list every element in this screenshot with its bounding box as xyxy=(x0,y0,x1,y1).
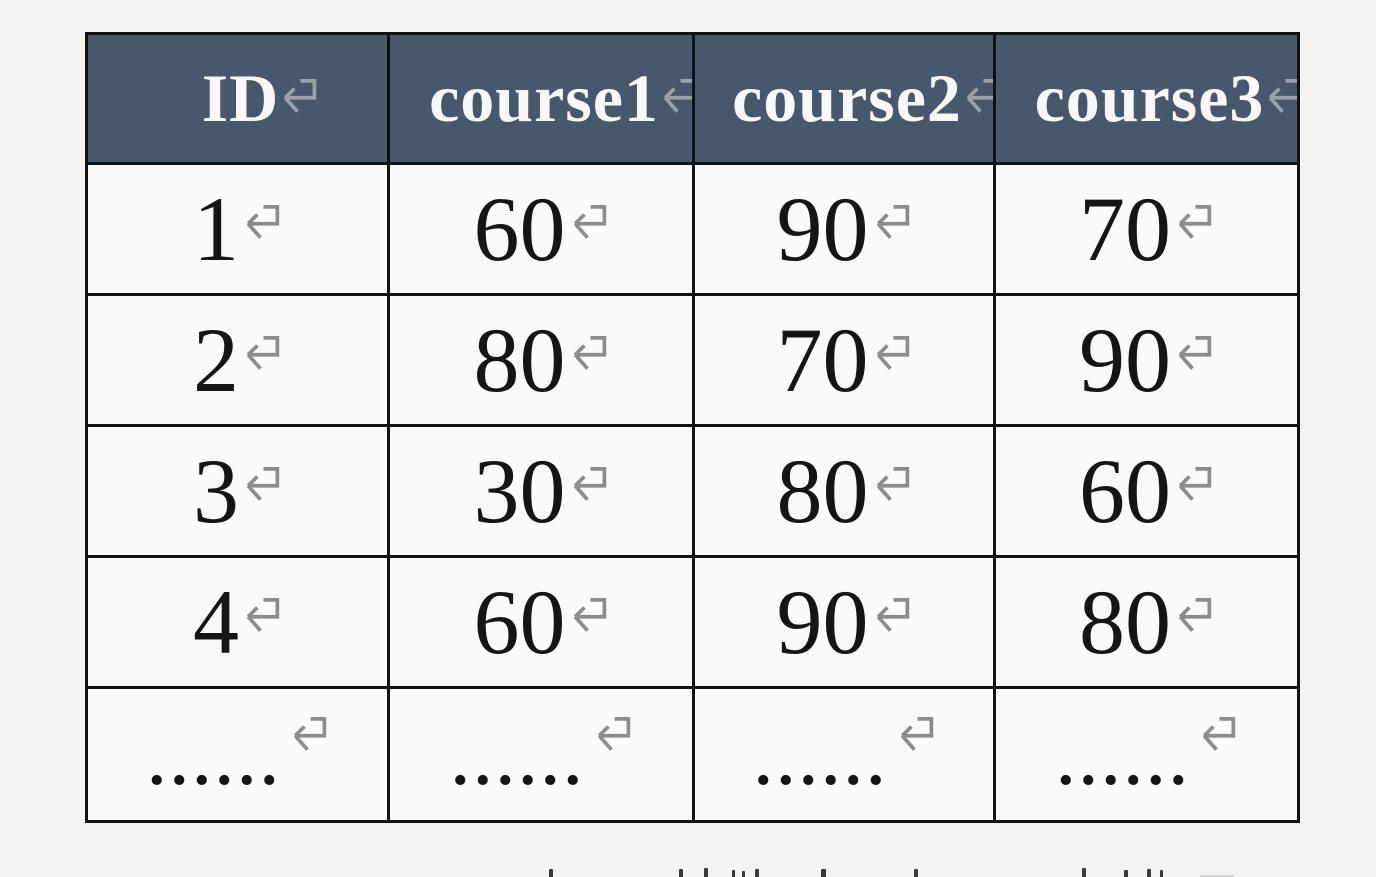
line-break-icon xyxy=(246,205,280,239)
table-cell: 90 xyxy=(692,555,996,689)
line-break-icon xyxy=(1178,205,1212,239)
cell-value: 2 xyxy=(193,309,239,411)
table-row: ........................ xyxy=(85,686,1300,823)
table-cell: 80 xyxy=(993,555,1300,689)
clipped-character-tip xyxy=(704,868,708,877)
cell-value: 30 xyxy=(473,440,566,542)
table-row: 3 30 80 60 xyxy=(85,424,1300,558)
line-break-icon xyxy=(1178,598,1212,632)
scores-table: ID course1 course2 course3 1 60 90 70 2 80 70 90 3 3… xyxy=(85,32,1300,823)
line-break-icon xyxy=(1269,78,1296,113)
cell-value: 70 xyxy=(776,309,869,411)
cell-value: 3 xyxy=(193,440,239,542)
table-cell: 70 xyxy=(692,293,996,427)
line-break-icon xyxy=(1178,336,1212,370)
clipped-character-tip xyxy=(914,869,918,877)
clipped-character-tip xyxy=(755,869,759,877)
table-cell: 70 xyxy=(993,162,1300,296)
clipped-character-tip xyxy=(679,869,683,877)
line-break-icon xyxy=(663,78,691,113)
cell-value: ...... xyxy=(146,706,281,803)
clipped-character-tip xyxy=(549,869,553,877)
line-break-icon xyxy=(573,598,606,632)
cell-value: 90 xyxy=(776,571,869,673)
table-cell: ...... xyxy=(692,686,996,823)
table-cell: 90 xyxy=(993,293,1300,427)
line-break-icon xyxy=(284,78,317,113)
table-cell: 90 xyxy=(692,162,996,296)
header-cell-id: ID xyxy=(85,32,390,165)
cell-value: 60 xyxy=(473,178,566,280)
header-cell-course1: course1 xyxy=(387,32,695,165)
table-cell: ...... xyxy=(993,686,1300,823)
clipped-character-tip xyxy=(1124,870,1128,877)
table-cell: 2 xyxy=(85,293,390,427)
header-label: course2 xyxy=(732,60,962,136)
table-row: 4 60 90 80 xyxy=(85,555,1300,689)
header-cell-course3: course3 xyxy=(993,32,1300,165)
line-break-icon xyxy=(246,467,280,501)
table-cell: 80 xyxy=(387,293,695,427)
table-cell: ...... xyxy=(387,686,695,823)
cell-value: 60 xyxy=(473,571,566,673)
line-break-icon xyxy=(876,336,909,370)
line-break-icon xyxy=(293,716,327,751)
line-break-icon xyxy=(573,205,606,239)
clipped-character-tip xyxy=(821,869,826,877)
header-cell-course2: course2 xyxy=(692,32,996,165)
table-cell: 3 xyxy=(85,424,390,558)
line-break-icon xyxy=(900,716,933,751)
line-break-icon xyxy=(597,716,630,751)
clipped-character-tip xyxy=(742,871,745,877)
table-cell: 4 xyxy=(85,555,390,689)
cell-value: 80 xyxy=(776,440,869,542)
cell-value: 90 xyxy=(1079,309,1171,411)
table-body: 1 60 90 70 2 80 70 90 3 30 80 60 4 60 90 80............… xyxy=(85,162,1300,823)
cell-value: 4 xyxy=(193,571,239,673)
header-row: ID course1 course2 course3 xyxy=(85,32,1300,165)
line-break-icon xyxy=(966,78,992,113)
clipped-text-tips xyxy=(0,866,1376,877)
line-break-icon xyxy=(246,598,280,632)
line-break-icon xyxy=(573,467,606,501)
table-cell: 60 xyxy=(387,555,695,689)
table-cell: 80 xyxy=(692,424,996,558)
line-break-icon xyxy=(1178,467,1212,501)
cell-value: 70 xyxy=(1079,178,1171,280)
table-cell: ...... xyxy=(85,686,390,823)
header-label: ID xyxy=(201,60,280,136)
table-cell: 1 xyxy=(85,162,390,296)
line-break-icon xyxy=(1202,716,1236,751)
line-break-icon xyxy=(876,467,909,501)
header-label: course3 xyxy=(1034,60,1265,136)
cell-value: 80 xyxy=(1079,571,1171,673)
cell-value: ...... xyxy=(449,706,585,803)
clipped-character-tip xyxy=(732,870,735,877)
line-break-icon xyxy=(573,336,606,370)
cell-value: 80 xyxy=(473,309,566,411)
clipped-character-tip xyxy=(1147,869,1151,877)
line-break-icon xyxy=(876,205,909,239)
header-label: course1 xyxy=(429,60,659,136)
clipped-character-tip xyxy=(1160,870,1163,877)
cell-value: 90 xyxy=(776,178,869,280)
clipped-character-tip xyxy=(1082,868,1086,877)
table-row: 1 60 90 70 xyxy=(85,162,1300,296)
table-header-row: ID course1 course2 course3 xyxy=(85,32,1300,165)
line-break-icon xyxy=(876,598,909,632)
line-break-icon xyxy=(246,336,280,370)
cell-value: 1 xyxy=(193,178,239,280)
table-cell: 30 xyxy=(387,424,695,558)
table-row: 2 80 70 90 xyxy=(85,293,1300,427)
table-cell: 60 xyxy=(387,162,695,296)
cell-value: ...... xyxy=(752,706,888,803)
table-cell: 60 xyxy=(993,424,1300,558)
cell-value: 60 xyxy=(1079,440,1171,542)
cell-value: ...... xyxy=(1055,706,1190,803)
